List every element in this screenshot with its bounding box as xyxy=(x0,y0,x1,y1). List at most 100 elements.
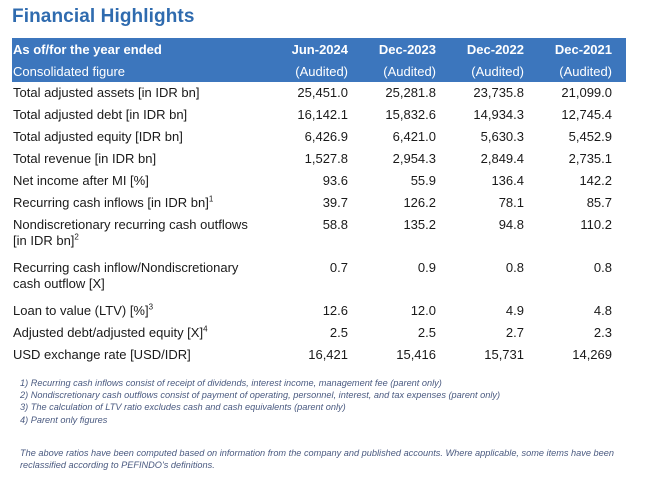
row-label: Net income after MI [%] xyxy=(12,170,274,192)
cell-value: 136.4 xyxy=(491,173,524,188)
footnote: 1) Recurring cash inflows consist of rec… xyxy=(20,378,442,388)
cell-value: 4.9 xyxy=(505,303,524,318)
cell-value: 0.8 xyxy=(593,260,612,275)
cell-value: 14,269 xyxy=(572,347,612,362)
footnote-marker: 3 xyxy=(148,302,154,312)
header-period: Jun-2024 xyxy=(274,38,362,62)
cell-value: 78.1 xyxy=(498,195,524,210)
page-title: Financial Highlights xyxy=(12,6,195,27)
row-label: Total revenue [in IDR bn] xyxy=(12,148,274,170)
row-label-text: cash outflow [X] xyxy=(13,276,105,291)
cell-value: 94.8 xyxy=(498,217,524,232)
table-row: USD exchange rate [USD/IDR] 16,421 15,416 1… xyxy=(12,344,626,366)
cell-value: 14,934.3 xyxy=(473,107,524,122)
row-label: Recurring cash inflows [in IDR bn]1 xyxy=(12,192,274,214)
row-label-text: Adjusted debt/adjusted equity [X] xyxy=(13,325,204,340)
cell-value: 126.2 xyxy=(403,195,436,210)
cell-value: 16,421 xyxy=(308,347,348,362)
cell-value: 25,451.0 xyxy=(297,85,348,100)
financial-table: As of/for the year ended Jun-2024 Dec-20… xyxy=(12,38,626,366)
header-status: (Audited) xyxy=(274,62,362,82)
cell-value: 15,731 xyxy=(484,347,524,362)
row-label-text: Nondiscretionary recurring cash outflows xyxy=(13,217,248,232)
row-label: USD exchange rate [USD/IDR] xyxy=(12,344,274,366)
cell-value: 2.5 xyxy=(417,325,436,340)
header-status: (Audited) xyxy=(538,62,626,82)
cell-value: 5,452.9 xyxy=(568,129,612,144)
cell-value: 85.7 xyxy=(586,195,612,210)
cell-value: 12.6 xyxy=(322,303,348,318)
row-label-text: Total adjusted debt [in IDR bn] xyxy=(13,107,188,122)
cell-value: 4.8 xyxy=(593,303,612,318)
table-row: Adjusted debt/adjusted equity [X]4 2.5 2.5… xyxy=(12,322,626,344)
cell-value: 2.5 xyxy=(329,325,348,340)
cell-value: 2.7 xyxy=(505,325,524,340)
header-row-periods: As of/for the year ended Jun-2024 Dec-20… xyxy=(12,38,626,62)
row-label: Recurring cash inflow/Nondiscretionary ca… xyxy=(12,257,274,300)
table-row: Total revenue [in IDR bn] 1,527.8 2,954.3 2… xyxy=(12,148,626,170)
row-label: Total adjusted debt [in IDR bn] xyxy=(12,104,274,126)
table-row: Recurring cash inflow/Nondiscretionary ca… xyxy=(12,257,626,300)
cell-value: 23,735.8 xyxy=(473,85,524,100)
header-status: (Audited) xyxy=(362,62,450,82)
cell-value: 2,849.4 xyxy=(480,151,524,166)
cell-value: 55.9 xyxy=(410,173,436,188)
cell-value: 135.2 xyxy=(403,217,436,232)
cell-value: 2.3 xyxy=(593,325,612,340)
cell-value: 142.2 xyxy=(579,173,612,188)
header-period: Dec-2023 xyxy=(362,38,450,62)
table-row: Net income after MI [%] 93.6 55.9 136.4 142.… xyxy=(12,170,626,192)
footnote-marker: 1 xyxy=(208,194,214,204)
cell-value: 0.7 xyxy=(329,260,348,275)
cell-value: 16,142.1 xyxy=(297,107,348,122)
table-body: Total adjusted assets [in IDR bn] 25,451.… xyxy=(12,82,626,366)
table-row: Total adjusted debt [in IDR bn] 16,142.1 1… xyxy=(12,104,626,126)
row-label: Total adjusted assets [in IDR bn] xyxy=(12,82,274,104)
cell-value: 58.8 xyxy=(322,217,348,232)
cell-value: 12,745.4 xyxy=(561,107,612,122)
cell-value: 5,630.3 xyxy=(480,129,524,144)
cell-value: 0.8 xyxy=(505,260,524,275)
header-period: Dec-2022 xyxy=(450,38,538,62)
row-label-text: Total revenue [in IDR bn] xyxy=(13,151,157,166)
header-status: (Audited) xyxy=(450,62,538,82)
table-row: Total adjusted assets [in IDR bn] 25,451.… xyxy=(12,82,626,104)
row-label-text: Loan to value (LTV) [%] xyxy=(13,303,149,318)
row-label: Adjusted debt/adjusted equity [X]4 xyxy=(12,322,274,344)
cell-value: 25,281.8 xyxy=(385,85,436,100)
disclaimer: The above ratios have been computed base… xyxy=(20,448,614,471)
cell-value: 1,527.8 xyxy=(304,151,348,166)
footnote: 4) Parent only figures xyxy=(20,414,108,425)
cell-value: 6,421.0 xyxy=(392,129,436,144)
table-row: Total adjusted equity [IDR bn] 6,426.9 6,4… xyxy=(12,126,626,148)
row-label-text: USD exchange rate [USD/IDR] xyxy=(13,347,191,362)
cell-value: 21,099.0 xyxy=(561,85,612,100)
row-label: Loan to value (LTV) [%]3 xyxy=(12,300,274,322)
footnote-marker: 2 xyxy=(74,232,79,242)
footnote-marker: 4 xyxy=(203,324,208,334)
row-label-text: Net income after MI [%] xyxy=(13,173,149,188)
table-row: Nondiscretionary recurring cash outflows… xyxy=(12,214,626,257)
cell-value: 110.2 xyxy=(580,217,612,232)
row-label-text: Recurring cash inflows [in IDR bn] xyxy=(13,195,209,210)
cell-value: 39.7 xyxy=(322,195,348,210)
row-label-text: Recurring cash inflow/Nondiscretionary xyxy=(13,260,239,275)
table-row: Loan to value (LTV) [%]3 12.6 12.0 4.9 4.8 xyxy=(12,300,626,322)
cell-value: 12.0 xyxy=(410,303,436,318)
header-period: Dec-2021 xyxy=(538,38,626,62)
cell-value: 6,426.9 xyxy=(304,129,348,144)
cell-value: 15,416 xyxy=(396,347,436,362)
cell-value: 15,832.6 xyxy=(385,107,436,122)
header-row-status: Consolidated figure (Audited) (Audited) … xyxy=(12,62,626,82)
cell-value: 2,954.3 xyxy=(392,151,436,166)
row-label: Nondiscretionary recurring cash outflows… xyxy=(12,214,274,257)
cell-value: 2,735.1 xyxy=(568,151,612,166)
header-label-scope: Consolidated figure xyxy=(12,62,274,82)
row-label-text: Total adjusted assets [in IDR bn] xyxy=(13,85,200,100)
cell-value: 0.9 xyxy=(417,260,436,275)
footnote: 3) The calculation of LTV ratio excludes… xyxy=(20,402,346,413)
table-row: Recurring cash inflows [in IDR bn]1 39.7 1… xyxy=(12,192,626,214)
header-label-period: As of/for the year ended xyxy=(12,38,274,62)
footnotes: 1) Recurring cash inflows consist of rec… xyxy=(20,377,660,426)
row-label-text: Total adjusted equity [IDR bn] xyxy=(13,129,183,144)
